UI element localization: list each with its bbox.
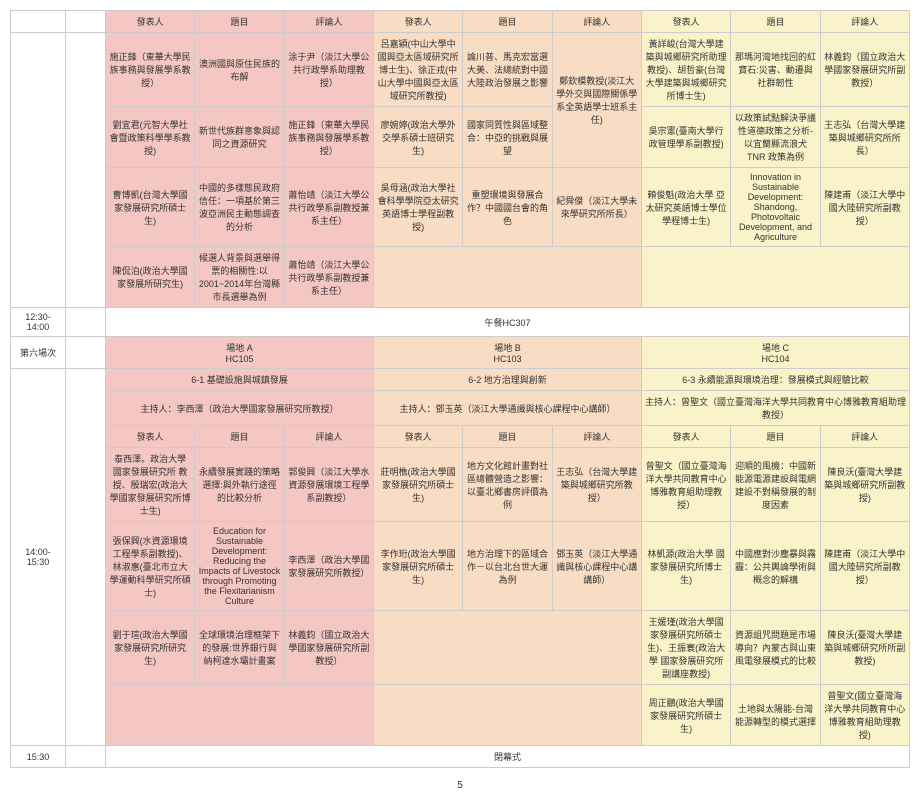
cell: 涂于尹（淡江大學公共行政學系助理教授） — [284, 33, 373, 107]
cell: 資源詛咒問題是市場導向？內蒙古與山東風電發展模式的比較 — [731, 611, 820, 685]
cell: 陳建甫（淡江大學中國大陸研究所副教授） — [820, 522, 909, 611]
cell: 陳良沃(臺灣大學建築與城鄉研究所副教授) — [820, 448, 909, 522]
cell: 中國應對沙塵暴與霧霾：公共輿論學術與概念的解構 — [731, 522, 820, 611]
cell: 迎順的風機：中國新能源電源建設與電網建設不對稱發展的制度因素 — [731, 448, 820, 522]
cell: 呂嘉穎(中山大學中國與亞太區域研究所博士生)、徐正戎(中山大學中國與亞太區域研究… — [373, 33, 462, 107]
cell: 施正鋒（東華大學民族事務與發展學系教授） — [106, 33, 195, 107]
col-header: 評論人 — [284, 426, 373, 448]
cell: 吳母涵(政治大學社會科學學院亞太研究英語博士學程副教授) — [373, 168, 462, 247]
col-header: 發表人 — [373, 426, 462, 448]
cell: 曾聖文（國立臺灣海洋大學共同教育中心博雅教育組助理教授） — [641, 448, 730, 522]
session-title: 6-3 永續能源與環境治理：發展模式與經驗比較 — [641, 369, 909, 391]
col-header: 發表人 — [106, 426, 195, 448]
cell: 王志弘（台灣大學建築與城鄉研究所所長） — [820, 107, 909, 168]
session-label: 第六場次 — [11, 337, 66, 369]
cell: 中國的多樣態民政府信任：一項基於第三波亞洲民主動態調查的分析 — [195, 168, 284, 247]
cell: 林義鈞（國立政治大學國家發展研究所副教授） — [820, 33, 909, 107]
chair-cell: 主持人：曾聖文（國立臺灣海洋大學共同教育中心博雅教育組助理教授） — [641, 391, 909, 426]
col-header: 發表人 — [641, 11, 730, 33]
cell: 曹博凱(台灣大學國家發展研究所碩士生) — [106, 168, 195, 247]
cell: 王媛瑾(政治大學國家發展研究所碩士生)、王振寰(政治大學 國家發展研究所副講座教… — [641, 611, 730, 685]
cell: 鄭欽模教授(淡江大學外交與國際關係學系全英語學士班系主任) — [552, 33, 641, 168]
cell: 澳洲國與原住民族的布解 — [195, 33, 284, 107]
cell: 候選人背景與選舉得票的相關性:以 2001~2014年台灣縣市長選舉為例 — [195, 247, 284, 308]
cell: 王志弘（台灣大學建築與城鄉研究所教授） — [552, 448, 641, 522]
col-header: 題目 — [463, 11, 552, 33]
session-title: 6-2 地方治理與創新 — [373, 369, 641, 391]
cell: 重塑環境與發展合作？中國國台會的角色 — [463, 168, 552, 247]
time-cell: 14:00-15:30 — [11, 369, 66, 746]
cell: 論川普、馬克宏當選大美、法總統對中國大陸政治發展之影響 — [463, 33, 552, 107]
cell: 莊明樵(政治大學國家發展研究所碩士生) — [373, 448, 462, 522]
col-header: 題目 — [195, 11, 284, 33]
cell: 劉宜君(元智大學社會暨政策科學學系教授) — [106, 107, 195, 168]
session-title: 6-1 基礎設施與城鎮發展 — [106, 369, 374, 391]
time-cell: 15:30 — [11, 746, 66, 768]
col-header: 題目 — [463, 426, 552, 448]
cell: 李西澤（政治大學國家發展研究所教授） — [284, 522, 373, 611]
cell: 陳建甫（淡江大學中國大陸研究所副教授） — [820, 168, 909, 247]
cell: 林義鈞（國立政治大學國家發展研究所副教授） — [284, 611, 373, 685]
page-number: 5 — [10, 780, 910, 791]
col-header: 題目 — [731, 11, 820, 33]
cell: 吳宗憲(臺南大學行政管理學系副教授) — [641, 107, 730, 168]
cell: 周正鵬(政治大學國家發展研究所碩士生) — [641, 685, 730, 746]
col-header: 評論人 — [552, 11, 641, 33]
cell: 陳侃泊(政治大學國家發展所研究生) — [106, 247, 195, 308]
cell: 土地與太陽能-台灣能源轉型的模式選擇 — [731, 685, 820, 746]
cell: 地方文化館計畫對社區總體營造之影響：以臺北鄉書房評價為例 — [463, 448, 552, 522]
col-header: 評論人 — [284, 11, 373, 33]
cell: 蕭怡靖（淡江大學公共行政學系副教授兼系主任） — [284, 247, 373, 308]
col-header: 評論人 — [820, 11, 909, 33]
cell: Education for Sustainable Development: R… — [195, 522, 284, 611]
cell: 郭俊興（淡江大學水資源發展環境工程學系副教授） — [284, 448, 373, 522]
col-header: 發表人 — [373, 11, 462, 33]
venue-cell: 場地 C HC104 — [641, 337, 909, 369]
cell: 李作珩(政治大學國家發展研究所碩士生) — [373, 522, 462, 611]
col-header: 評論人 — [820, 426, 909, 448]
cell: 廖婉婷(政治大學外交學系碩士班研究生) — [373, 107, 462, 168]
schedule-table: 發表人 題目 評論人 發表人 題目 評論人 發表人 題目 評論人 施正鋒（東華大… — [10, 10, 910, 768]
chair-cell: 主持人：鄧玉英（淡江大學通識與核心課程中心講師） — [373, 391, 641, 426]
cell: 國家同質性與區域整合：中亞的挑戰與展望 — [463, 107, 552, 168]
cell: 劉于瑄(政治大學國家發展研究所研究生) — [106, 611, 195, 685]
cell: 黃詳峻(台灣大學建築與城鄉研究所助理教授)、胡哲豪(台灣大學建築與城鄉研究所博士… — [641, 33, 730, 107]
cell: 曾聖文(國立臺灣海洋大學共同教育中心博雅教育組助理教授) — [820, 685, 909, 746]
time-cell: 12:30-14:00 — [11, 308, 66, 337]
closing-cell: 閉幕式 — [106, 746, 910, 768]
cell: 全球環境治理框架下的發展:世界銀行與納柯達水壩計畫案 — [195, 611, 284, 685]
col-header: 發表人 — [106, 11, 195, 33]
cell: 施正鋒（東華大學民族事務與發展學系教授） — [284, 107, 373, 168]
cell: 泰西澤。政治大學 國家發展研究所 教授、殷瑞宏(政治大學國家發展研究所博士生) — [106, 448, 195, 522]
col-header: 題目 — [195, 426, 284, 448]
cell: 蕭怡靖（淡江大學公共行政學系副教授兼系主任） — [284, 168, 373, 247]
cell: 陳良沃(臺灣大學建築與城鄉研究所所副教授) — [820, 611, 909, 685]
cell: 賴俊魁(政治大學 亞太研究英語博士學位學程博士生) — [641, 168, 730, 247]
chair-cell: 主持人：李西澤（政治大學國家發展研究所教授） — [106, 391, 374, 426]
venue-cell: 場地 B HC103 — [373, 337, 641, 369]
col-header: 評論人 — [552, 426, 641, 448]
lunch-cell: 午餐HC307 — [106, 308, 910, 337]
col-header: 題目 — [731, 426, 820, 448]
cell: 紀舜傑（淡江大學未來學研究所所長） — [552, 168, 641, 247]
venue-cell: 場地 A HC105 — [106, 337, 374, 369]
cell: 地方治理下的區域合作－以台北台世大運為例 — [463, 522, 552, 611]
cell: 永續發展實踐的策略選擇:與外執行途徑的比較分析 — [195, 448, 284, 522]
cell: 林凱源(政治大學 國家發展研究所博士生) — [641, 522, 730, 611]
cell: Innovation in Sustainable Development: S… — [731, 168, 820, 247]
cell: 新世代族群意象與認同之資源研究 — [195, 107, 284, 168]
cell: 張保興(水資源環境工程學系副教授)、林淑惠(臺北市立大學運動科學研究所碩士) — [106, 522, 195, 611]
col-header: 發表人 — [641, 426, 730, 448]
cell: 那瑪河灣地找回的紅寶石:災害、動遷與社群韌性 — [731, 33, 820, 107]
cell: 鄧玉英（淡江大學通識與核心課程中心講講師） — [552, 522, 641, 611]
cell: 以政策試點解決爭議性道德政策之分析-以宜蘭縣流浪犬 TNR 政策為例 — [731, 107, 820, 168]
